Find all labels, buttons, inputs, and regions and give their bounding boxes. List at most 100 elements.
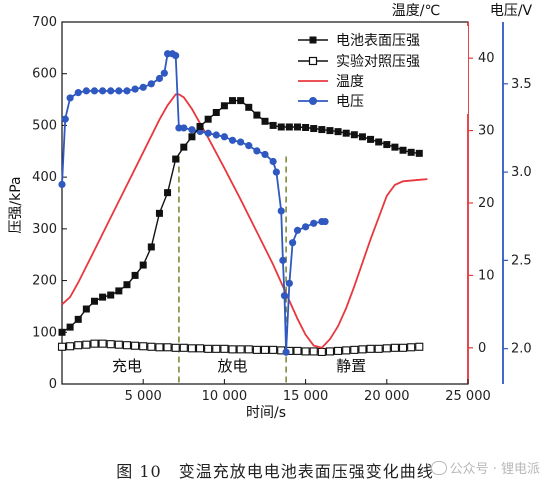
data-point <box>293 226 302 234</box>
data-point <box>252 345 261 354</box>
x-tick-label: 10 000 <box>202 389 248 404</box>
data-point <box>98 339 107 348</box>
data-point <box>245 103 253 111</box>
data-point <box>220 102 228 110</box>
data-point <box>366 344 375 353</box>
legend-item-pressure: 电池表面压强 <box>298 33 420 49</box>
y-tick-label-left: 700 <box>32 15 57 30</box>
data-point <box>131 85 139 93</box>
data-point <box>391 143 399 151</box>
data-point <box>74 315 82 323</box>
legend-marker-control <box>308 56 318 66</box>
data-point <box>229 97 237 105</box>
data-point <box>61 115 69 123</box>
data-point <box>131 271 139 279</box>
y-tick-label-voltage: 2.5 <box>511 253 532 268</box>
y-tick-label-left: 200 <box>32 274 57 289</box>
legend-item-temperature: 温度 <box>298 74 364 90</box>
data-point <box>99 87 107 95</box>
data-point <box>398 343 408 352</box>
data-point <box>107 291 115 299</box>
data-point <box>236 345 245 354</box>
data-point <box>122 341 132 350</box>
data-point <box>212 131 220 139</box>
data-point <box>115 87 123 95</box>
data-point <box>293 123 301 131</box>
data-point <box>82 305 90 313</box>
data-point <box>204 115 212 123</box>
data-point <box>114 340 123 349</box>
data-point <box>261 150 269 159</box>
data-point <box>253 111 261 119</box>
y-axis-label-voltage: 电压/V <box>490 3 533 19</box>
data-point <box>99 293 107 301</box>
y-axis-label-left: 压强/kPa <box>8 176 24 233</box>
data-point <box>188 133 196 141</box>
legend-label-voltage: 电压 <box>336 94 364 110</box>
data-point <box>90 297 98 305</box>
data-point <box>196 122 204 130</box>
y-tick-label-voltage: 3.5 <box>511 77 532 92</box>
data-point <box>204 129 212 137</box>
data-point <box>57 342 67 351</box>
figure-caption: 图 10 变温充放电电池表面压强变化曲线 <box>116 462 434 481</box>
data-point <box>342 129 350 137</box>
data-point <box>279 256 287 264</box>
y-tick-label-left: 0 <box>49 377 57 392</box>
phase-labels: 充电 放电 静置 <box>112 357 366 375</box>
phase-label: 充电 <box>112 357 142 375</box>
data-point <box>269 121 277 129</box>
data-point <box>302 123 310 131</box>
y-tick-label-temperature: 20 <box>478 196 495 211</box>
x-tick-label: 5 000 <box>125 389 162 404</box>
legend-marker-voltage <box>309 97 317 105</box>
y-tick-label-temperature: 10 <box>478 268 495 283</box>
series-line <box>61 52 326 353</box>
y-tick-label-left: 500 <box>32 118 57 133</box>
data-point <box>155 209 163 217</box>
x-tick-label: 25 000 <box>445 389 491 404</box>
data-point <box>58 328 66 336</box>
data-point <box>131 341 140 350</box>
data-point <box>147 342 156 351</box>
data-point <box>139 83 147 91</box>
data-point <box>212 344 221 353</box>
y-tick-label-left: 100 <box>32 325 57 340</box>
data-point <box>139 342 148 351</box>
data-point <box>74 341 83 350</box>
data-point <box>383 141 391 149</box>
data-point <box>334 128 342 136</box>
data-point <box>172 155 180 163</box>
y-tick-label-voltage: 3.0 <box>511 165 532 180</box>
legend-marker-pressure <box>309 36 317 44</box>
data-point <box>310 125 318 133</box>
data-point <box>260 345 270 354</box>
data-point <box>164 189 172 197</box>
data-point <box>334 346 343 355</box>
data-point <box>321 217 329 226</box>
y-axis-label-temperature: 温度/℃ <box>392 3 440 19</box>
data-point <box>318 126 326 134</box>
data-point <box>350 345 359 354</box>
data-point <box>82 87 90 95</box>
data-point <box>188 126 196 134</box>
data-point <box>147 80 155 88</box>
watermark: 公众号 · 锂电派 <box>430 458 540 477</box>
data-point <box>375 138 383 146</box>
y-tick-label-voltage: 2.0 <box>511 342 532 357</box>
data-point <box>220 344 229 353</box>
data-point <box>367 135 375 143</box>
data-point <box>155 343 164 352</box>
data-point <box>228 136 237 144</box>
legend-label-temperature: 温度 <box>336 74 364 90</box>
legend: 电池表面压强 实验对照压强 温度 电压 <box>292 26 468 114</box>
axis-ticks: 5 000 10 000 15 000 20 000 25 00001002003004… <box>32 15 532 404</box>
data-point <box>172 51 180 60</box>
data-point <box>237 97 245 105</box>
data-point <box>326 127 334 135</box>
data-point <box>285 123 293 131</box>
data-point <box>163 343 172 352</box>
data-point <box>309 347 318 356</box>
legend-label-pressure: 电池表面压强 <box>336 33 420 49</box>
